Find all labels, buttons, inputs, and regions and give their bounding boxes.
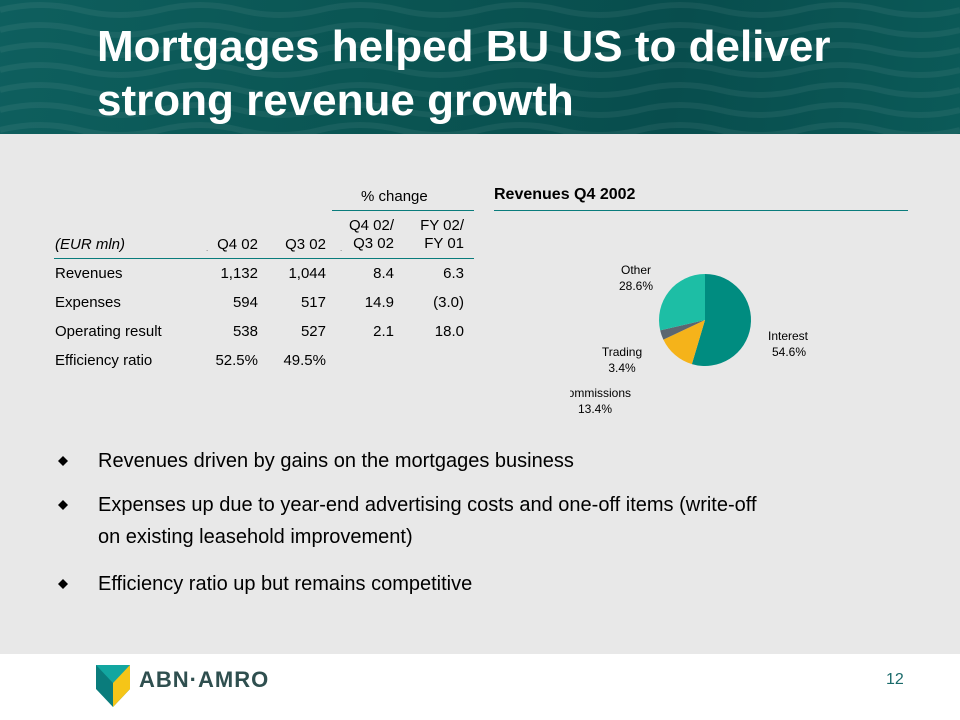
cell-q3: 527 [300,323,326,340]
cell-fy: (3.0) [433,294,464,311]
page-number: 12 [886,671,904,688]
title-line-1: Mortgages helped BU US to deliver [97,22,831,71]
slice-value-label: 54.6% [772,345,806,359]
row-label: Efficiency ratio [55,352,153,369]
diamond-bullet-icon [58,456,68,466]
header-rule [54,258,474,259]
bullet-text-line-2: on existing leasehold improvement) [98,526,413,548]
header-band: Mortgages helped BU US to deliver strong… [0,0,960,134]
title-line-2: strong revenue growth [97,76,574,125]
cell-fy: 18.0 [434,323,464,340]
cell-q3: 517 [300,294,326,311]
abn-amro-shield-icon [96,665,130,707]
abn-amro-logo-text: ABN·AMRO [139,667,270,692]
col-qq-header-2: Q3 02 [353,235,394,252]
content-area [0,134,960,654]
cell-q4: 594 [232,294,258,311]
pie-slice-commissions [663,320,705,365]
footer [0,654,960,720]
cell-qq: 14.9 [364,294,394,311]
slice-value-label: 28.6% [619,279,653,293]
pie-slice-trading [660,320,705,340]
change-header-rule [332,210,474,211]
pie-slice-interest [691,274,752,366]
bullet-text: Revenues driven by gains on the mortgage… [98,450,574,472]
unit-label: (EUR mln) [55,236,125,253]
slice-name-label: Commissions [570,386,631,400]
cell-fy: 6.3 [443,265,464,282]
change-header: % change [361,188,428,205]
row-label: Operating result [55,323,162,340]
bullet-text-line-1: Expenses up due to year-end advertising … [98,494,757,516]
col-fy-header-1: FY 02/ [420,217,464,234]
diamond-bullet-icon [58,579,68,589]
slice-name-label: Trading [602,345,642,359]
slice-name-label: Interest [768,329,809,343]
cell-qq: 8.4 [373,265,394,282]
row-label: Revenues [55,265,123,282]
cell-q3: 49.5% [283,352,326,369]
col-fy-header-2: FY 01 [424,235,464,252]
slice-value-label: 3.4% [608,361,636,375]
pie-chart: Interest 54.6% Commissions 13.4% Trading 3.4%… [570,263,809,416]
chart-title-rule [494,210,908,211]
slice-value-label: 13.4% [578,402,612,416]
col-q4-header: Q4 02 [217,236,258,253]
chart-title: Revenues Q4 2002 [494,186,636,203]
cell-qq: 2.1 [373,323,394,340]
slide-title: Mortgages helped BU US to deliver strong… [97,20,937,128]
bullet-text: Efficiency ratio up but remains competit… [98,573,473,595]
cell-q3: 1,044 [288,265,326,282]
pie-slice-other [658,274,705,331]
slice-name-label: Other [621,263,651,277]
cell-q4: 538 [232,323,258,340]
separator-dot: . [340,244,343,253]
wave-pattern [0,2,960,134]
row-label: Expenses [55,294,121,311]
cell-q4: 1,132 [220,265,258,282]
separator-dot: . [206,244,209,253]
col-q3-header: Q3 02 [285,236,326,253]
col-qq-header-1: Q4 02/ [348,217,394,234]
diamond-bullet-icon [58,500,68,510]
cell-q4: 52.5% [215,352,258,369]
